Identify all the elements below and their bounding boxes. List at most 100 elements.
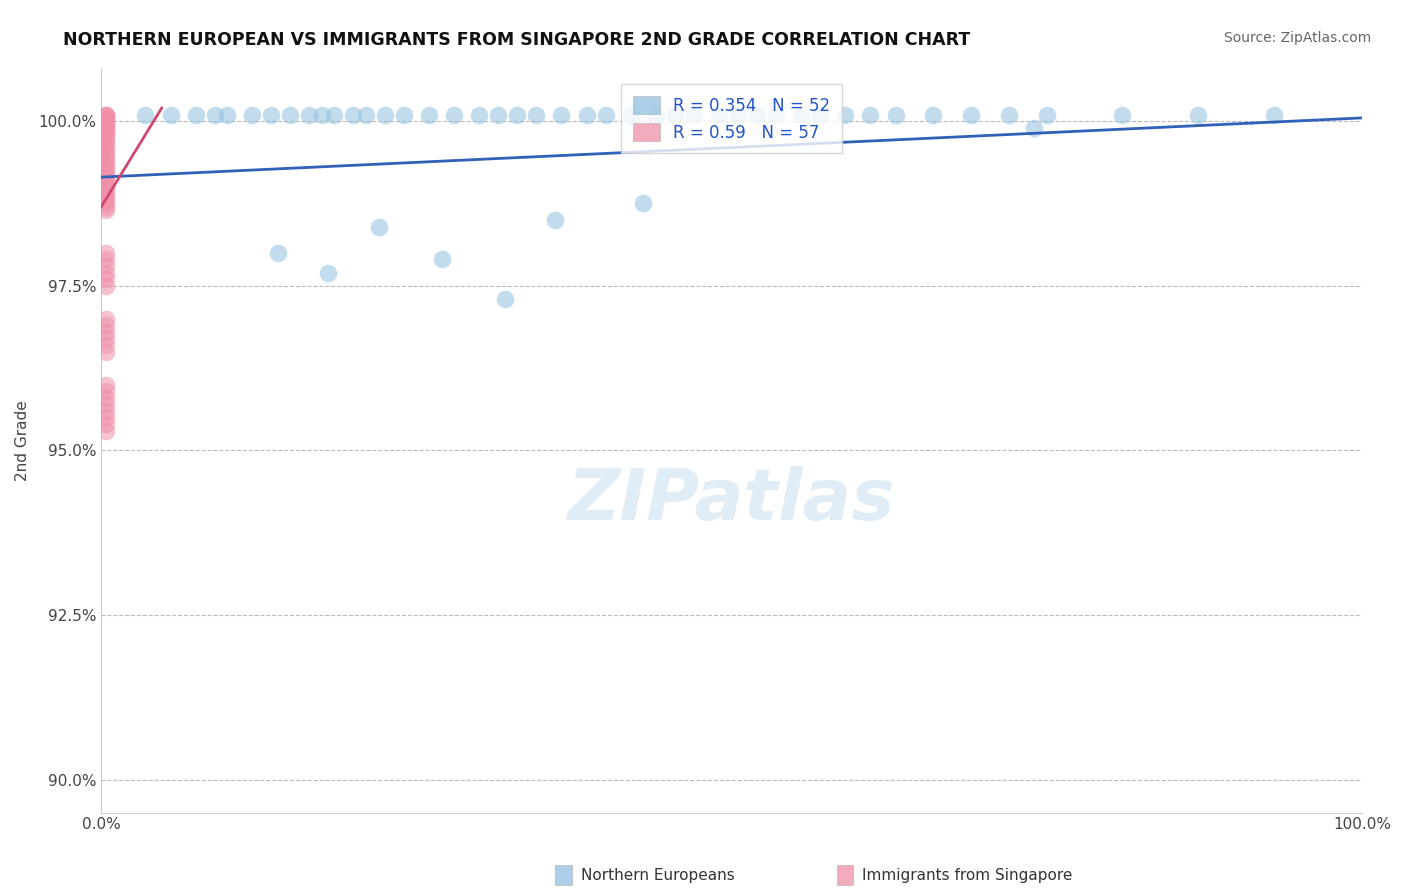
Point	[96, 278, 118, 293]
Point	[316, 266, 339, 280]
Point	[96, 107, 118, 121]
Point	[550, 107, 572, 121]
Point	[960, 107, 983, 121]
Y-axis label: 2nd Grade: 2nd Grade	[15, 401, 30, 481]
Point	[96, 161, 118, 175]
Point	[96, 252, 118, 267]
Point	[468, 107, 491, 121]
Point	[204, 107, 226, 121]
Point	[96, 331, 118, 345]
Point	[96, 173, 118, 187]
Point	[96, 180, 118, 194]
Point	[278, 107, 301, 121]
Point	[96, 130, 118, 145]
Point	[859, 107, 882, 121]
Point	[96, 424, 118, 438]
Point	[575, 107, 598, 121]
Point	[96, 183, 118, 197]
Point	[1187, 107, 1209, 121]
Point	[998, 107, 1021, 121]
Point	[96, 190, 118, 204]
Point	[884, 107, 907, 121]
Point	[808, 107, 831, 121]
Point	[96, 391, 118, 405]
Point	[486, 107, 509, 121]
Point	[242, 107, 264, 121]
Point	[96, 397, 118, 411]
FancyBboxPatch shape	[837, 865, 853, 885]
Point	[922, 107, 945, 121]
Point	[367, 219, 389, 234]
Point	[96, 114, 118, 128]
Point	[707, 107, 730, 121]
Point	[682, 107, 704, 121]
Point	[1111, 107, 1133, 121]
Point	[96, 170, 118, 185]
Point	[727, 107, 749, 121]
Point	[96, 120, 118, 135]
Point	[260, 107, 283, 121]
Point	[96, 120, 118, 135]
Point	[96, 384, 118, 399]
Point	[159, 107, 181, 121]
FancyBboxPatch shape	[555, 865, 572, 885]
Point	[217, 107, 239, 121]
Point	[267, 245, 290, 260]
Point	[1024, 120, 1046, 135]
Text: NORTHERN EUROPEAN VS IMMIGRANTS FROM SINGAPORE 2ND GRADE CORRELATION CHART: NORTHERN EUROPEAN VS IMMIGRANTS FROM SIN…	[63, 31, 970, 49]
Point	[96, 107, 118, 121]
Point	[96, 128, 118, 142]
Point	[96, 311, 118, 326]
Point	[96, 150, 118, 164]
Point	[311, 107, 333, 121]
Point	[96, 266, 118, 280]
Point	[374, 107, 396, 121]
Text: Immigrants from Singapore: Immigrants from Singapore	[862, 869, 1073, 883]
Point	[96, 272, 118, 286]
Point	[96, 203, 118, 218]
Point	[96, 193, 118, 207]
Point	[96, 167, 118, 181]
Point	[834, 107, 856, 121]
Point	[96, 177, 118, 191]
Point	[443, 107, 465, 121]
Point	[96, 196, 118, 211]
Point	[544, 213, 567, 227]
Point	[524, 107, 547, 121]
Point	[96, 134, 118, 148]
Point	[96, 124, 118, 138]
Legend: R = 0.354   N = 52, R = 0.59   N = 57: R = 0.354 N = 52, R = 0.59 N = 57	[621, 84, 842, 153]
Point	[745, 107, 768, 121]
Point	[96, 118, 118, 132]
Text: Northern Europeans: Northern Europeans	[581, 869, 734, 883]
Point	[1036, 107, 1059, 121]
Point	[96, 404, 118, 418]
Point	[96, 410, 118, 425]
Point	[96, 118, 118, 132]
Point	[134, 107, 156, 121]
Point	[494, 292, 516, 306]
Point	[96, 318, 118, 333]
Point	[645, 107, 668, 121]
Point	[96, 338, 118, 352]
Point	[96, 111, 118, 125]
Point	[342, 107, 364, 121]
Text: Source: ZipAtlas.com: Source: ZipAtlas.com	[1223, 31, 1371, 45]
Point	[323, 107, 346, 121]
Point	[1263, 107, 1285, 121]
Point	[96, 140, 118, 154]
Point	[96, 111, 118, 125]
Point	[96, 153, 118, 168]
Point	[96, 245, 118, 260]
Point	[96, 377, 118, 392]
Point	[96, 114, 118, 128]
Point	[430, 252, 453, 267]
Point	[96, 186, 118, 201]
Point	[96, 417, 118, 431]
Point	[595, 107, 617, 121]
Point	[298, 107, 321, 121]
Point	[392, 107, 415, 121]
Point	[96, 344, 118, 359]
Point	[664, 107, 686, 121]
Point	[96, 107, 118, 121]
